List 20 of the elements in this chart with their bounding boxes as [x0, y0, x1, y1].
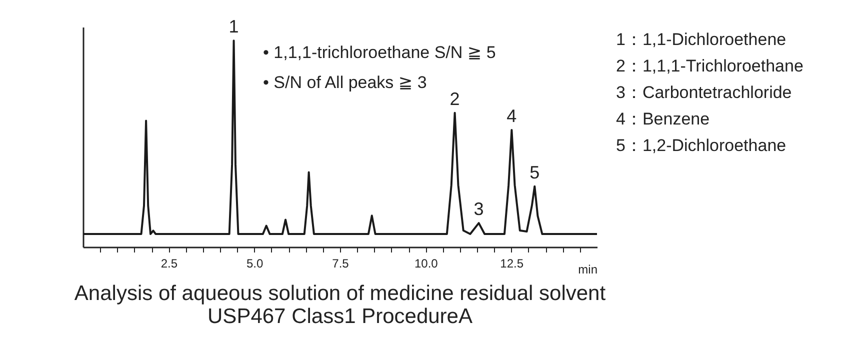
- annotation: 3: [474, 199, 484, 220]
- x-tick-label: 7.5: [332, 256, 350, 270]
- annotation: • S/N of All peaks ≧ 3: [263, 73, 427, 92]
- x-tick-label: 5.0: [246, 256, 264, 270]
- x-axis-title: min: [578, 262, 598, 276]
- annotation: 2: [450, 88, 460, 109]
- annotation: 1: [228, 16, 239, 37]
- annotation: 4: [506, 106, 517, 126]
- x-tick-label: 10.0: [414, 256, 438, 270]
- text: 2.5: [160, 256, 178, 270]
- text: USP467 Class1 ProcedureA: [208, 305, 472, 328]
- text: 1：1,1-Dichloroethene: [616, 30, 786, 49]
- text: 5：1,2-Dichloroethane: [616, 136, 786, 155]
- x-tick-label: 12.5: [500, 256, 524, 270]
- text: 3：Carbontetrachloride: [616, 83, 792, 102]
- annotation: 5: [530, 162, 540, 182]
- text: Analysis of aqueous solution of medicine residual solvent: [74, 282, 606, 305]
- text: 2：1,1,1-Trichloroethane: [616, 56, 804, 76]
- text: 4：Benzene: [616, 110, 710, 128]
- annotation: • 1,1,1-trichloroethane S/N ≧ 5: [263, 43, 496, 62]
